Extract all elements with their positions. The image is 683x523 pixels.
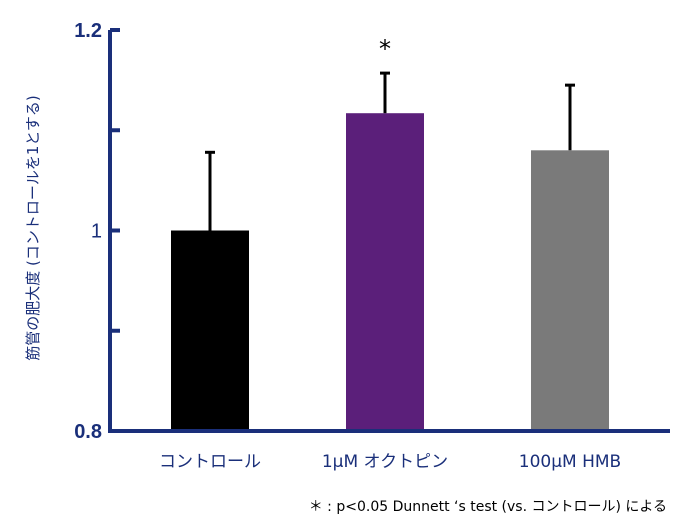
- y-tick-label-0: 0.8: [74, 421, 102, 443]
- x-tick-label-0: コントロール: [159, 452, 261, 472]
- bar-0: [171, 230, 249, 431]
- x-labels-group: コントロール 1μM オクトピン 100μM HMB: [159, 452, 621, 472]
- annotations-group: *: [379, 35, 391, 63]
- x-tick-label-1: 1μM オクトピン: [322, 452, 448, 472]
- y-tick-label-2: 1: [91, 221, 102, 243]
- error-bars-group: [205, 71, 575, 231]
- bars-group: [171, 113, 609, 432]
- y-axis-label: 筋管の肥大度 (コントロールを1とする): [24, 95, 42, 361]
- bar-2: [531, 150, 609, 432]
- y-tick-label-4: 1.2: [74, 20, 102, 42]
- footnote: ＊ : p<0.05 Dunnett ‘s test (vs. コントロール) …: [309, 499, 667, 515]
- x-tick-label-2: 100μM HMB: [519, 452, 621, 472]
- bar-1: [346, 113, 424, 432]
- y-ticks-group: 0.8 1 1.2: [74, 20, 120, 443]
- significance-marker-1: *: [379, 35, 391, 63]
